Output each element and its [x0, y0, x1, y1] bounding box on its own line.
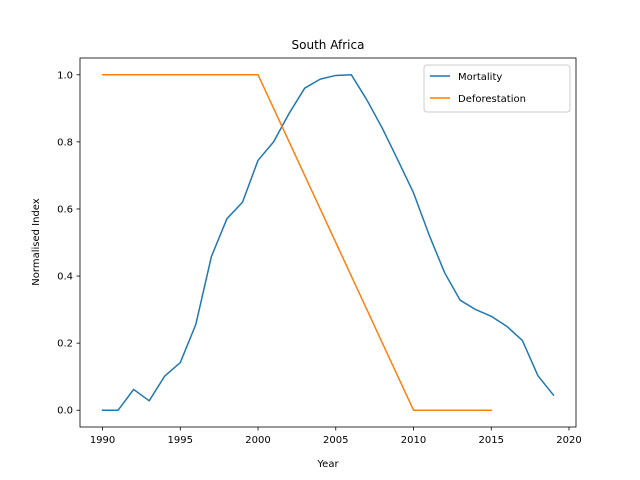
x-tick-label: 2005	[323, 435, 348, 446]
x-tick-label: 2000	[245, 435, 270, 446]
y-tick-label: 1.0	[57, 70, 73, 81]
series-line-deforestation	[101, 74, 493, 411]
x-tick-label: 2015	[479, 435, 504, 446]
y-tick-label: 0.0	[57, 406, 73, 417]
plot-frame	[79, 57, 577, 428]
y-axis-label: Normalised Index	[31, 198, 42, 285]
x-axis-label: Year	[316, 459, 339, 470]
y-tick-label: 0.6	[57, 204, 73, 215]
legend-box	[423, 64, 571, 113]
x-tick-label: 2020	[556, 435, 581, 446]
y-tick-label: 0.8	[57, 137, 73, 148]
legend-label-deforestation: Deforestation	[458, 94, 526, 105]
y-tick-label: 0.4	[57, 272, 73, 283]
x-tick-label: 1995	[168, 435, 193, 446]
x-tick-label: 2010	[401, 435, 426, 446]
legend-label-mortality: Mortality	[458, 72, 502, 83]
x-tick-label: 1990	[90, 435, 115, 446]
chart-title: South Africa	[292, 38, 365, 52]
y-tick-label: 0.2	[57, 339, 73, 350]
series-line-mortality	[101, 74, 555, 411]
